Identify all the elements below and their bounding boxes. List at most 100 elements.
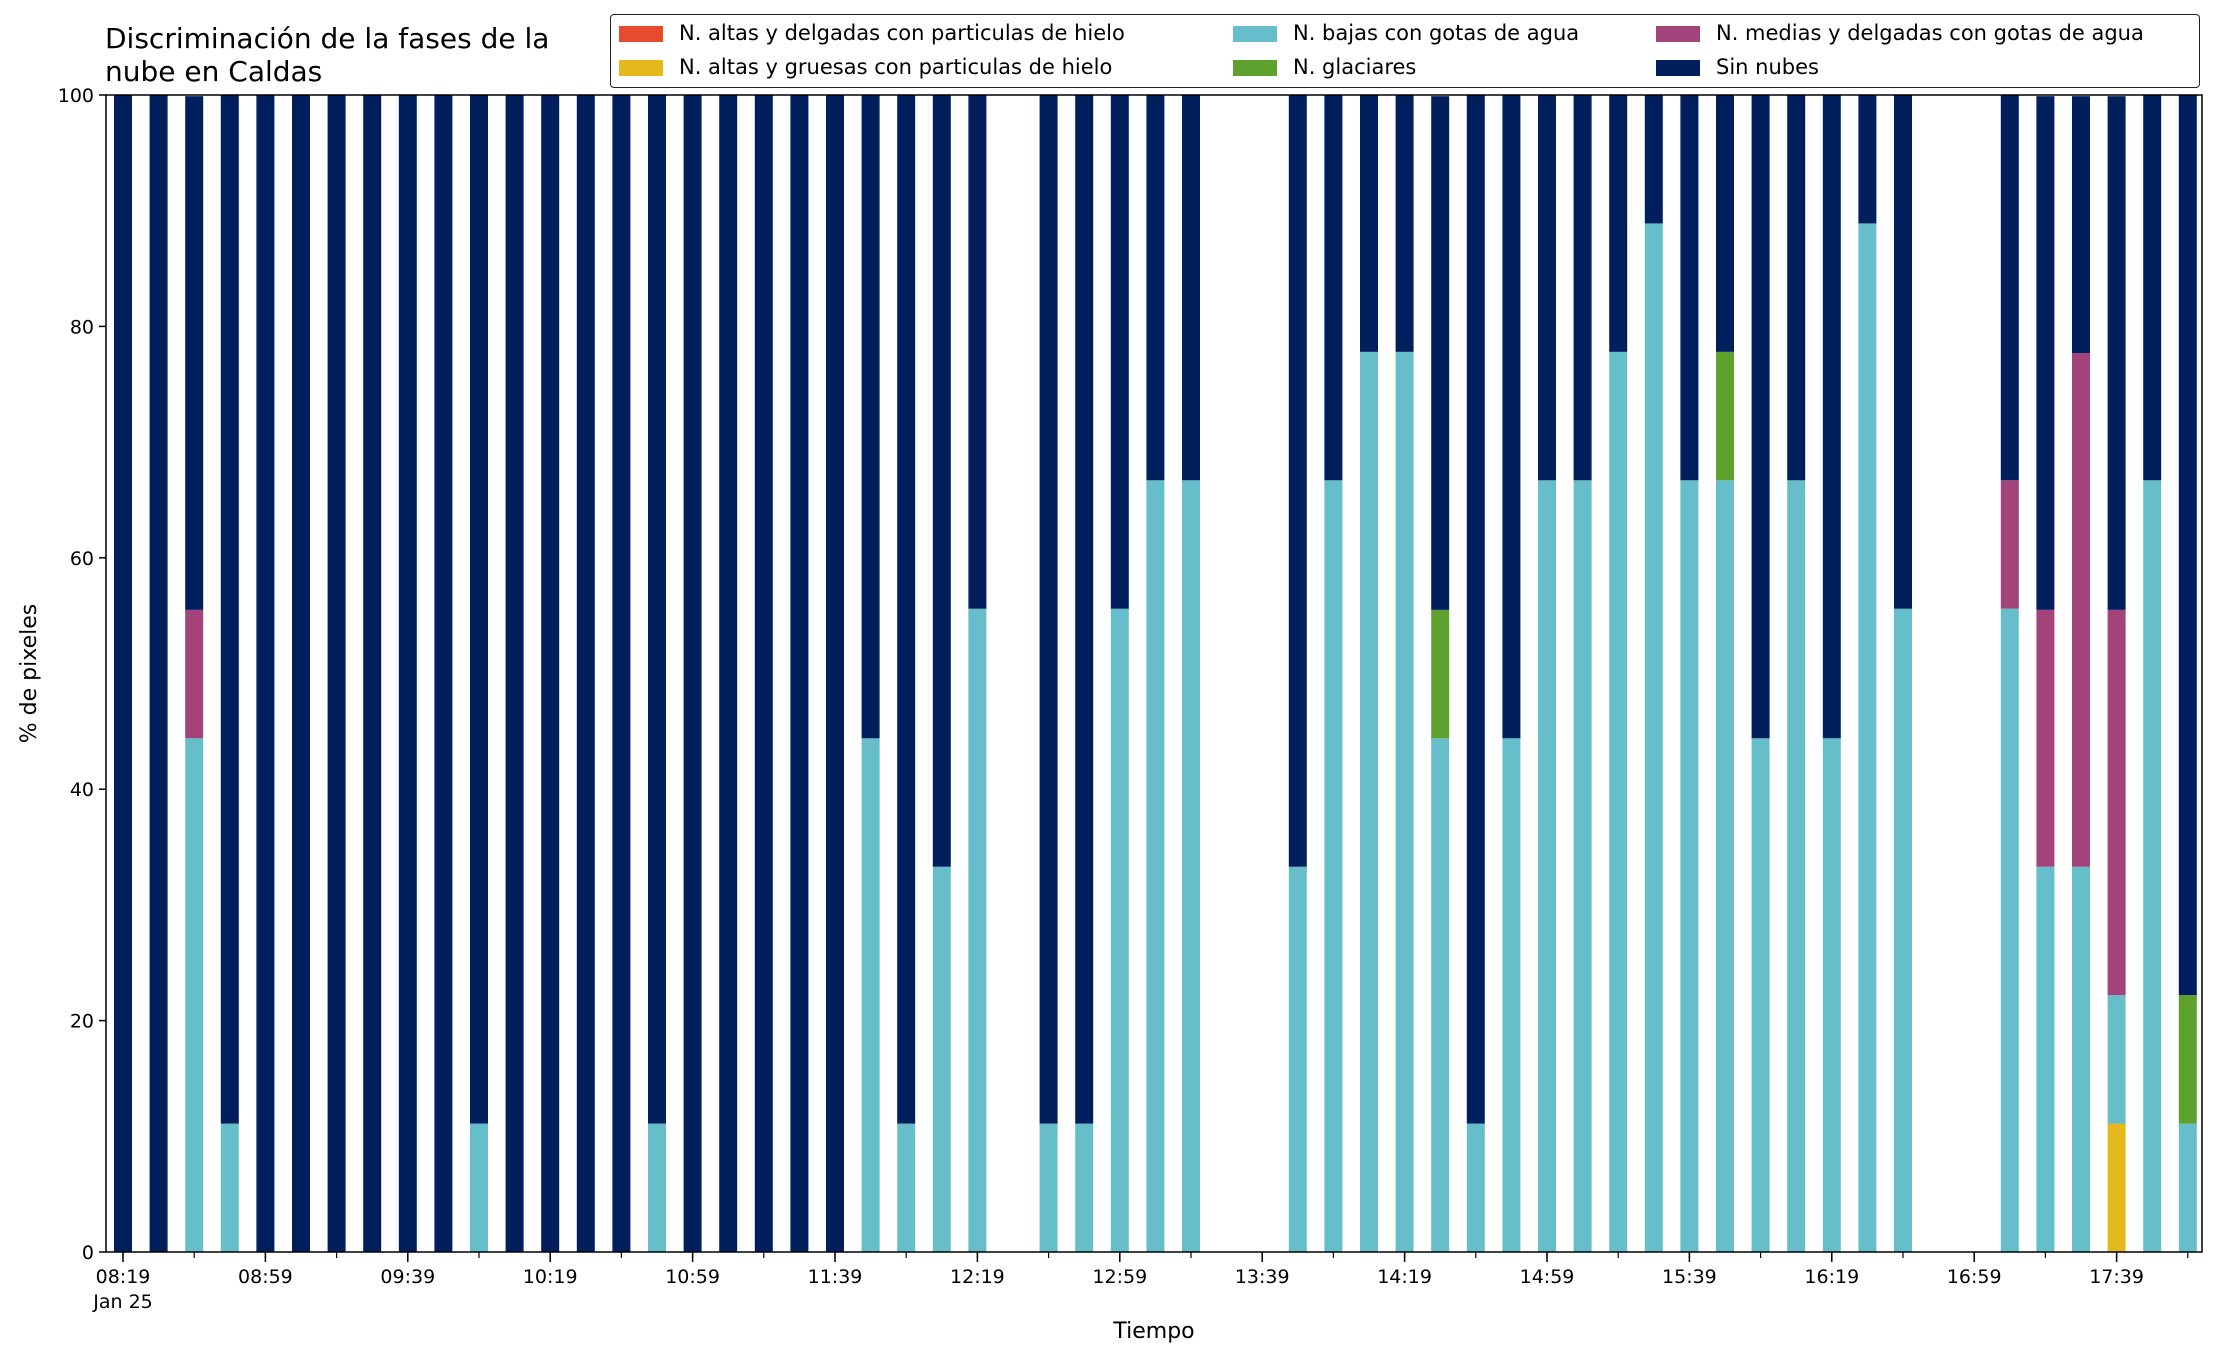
bar-segment-22-series-2 — [897, 1123, 916, 1252]
bar-segment-16-series-5 — [683, 95, 702, 1252]
bar-segment-11-series-5 — [505, 95, 524, 1252]
bar-segment-35-series-2 — [1360, 351, 1378, 1252]
legend-item-altas-delgadas: N. altas y delgadas con particulas de hi… — [619, 21, 1125, 45]
x-axis-label: Tiempo — [1112, 1319, 1194, 1344]
bar-segment-34-series-5 — [1324, 95, 1343, 481]
y-tick-label-5: 100 — [58, 85, 94, 107]
bar-segment-3-series-2 — [220, 1123, 239, 1252]
legend-swatch-altas-gruesas — [619, 60, 663, 76]
bar-segment-4-series-5 — [256, 95, 275, 1252]
y-tick-label-3: 60 — [70, 548, 94, 570]
bar-segment-48-series-5 — [1822, 95, 1841, 739]
x-tick-label-2: 09:39 — [380, 1266, 435, 1288]
bar-segment-56-series-1 — [2107, 1123, 2126, 1252]
chart-title-line-1: Discriminación de la fases de la — [105, 22, 550, 55]
bar-segment-12-series-5 — [541, 95, 560, 1252]
legend-label-altas-gruesas: N. altas y gruesas con particulas de hie… — [679, 55, 1113, 79]
bar-segment-2-series-2 — [185, 738, 204, 1252]
legend-swatch-medias — [1656, 26, 1700, 42]
x-tick-label-9: 14:19 — [1377, 1266, 1432, 1288]
bar-segment-58-series-2 — [2178, 1123, 2197, 1252]
bar-segment-53-series-2 — [2000, 608, 2019, 1252]
x-tick-label-3: 10:19 — [523, 1266, 578, 1288]
bar-segment-9-series-5 — [434, 95, 453, 1252]
bar-segment-19-series-5 — [790, 95, 809, 1252]
bar-segment-37-series-3 — [1431, 609, 1450, 739]
bar-segment-45-series-2 — [1716, 480, 1734, 1252]
legend-label-altas-delgadas: N. altas y delgadas con particulas de hi… — [679, 21, 1125, 45]
x-tick-label-12: 16:19 — [1804, 1266, 1859, 1288]
legend-item-medias: N. medias y delgadas con gotas de agua — [1656, 21, 2144, 45]
bar-segment-24-series-5 — [968, 95, 987, 609]
bar-segment-36-series-5 — [1395, 95, 1414, 352]
bar-segment-8-series-5 — [398, 95, 417, 1252]
bar-segment-30-series-5 — [1182, 95, 1200, 481]
bar-segment-35-series-5 — [1360, 95, 1378, 352]
bar-segment-23-series-5 — [932, 95, 951, 867]
chart-title: Discriminación de la fases de la nube en… — [105, 22, 549, 88]
bar-segment-47-series-5 — [1787, 95, 1806, 481]
bar-segment-40-series-5 — [1538, 95, 1556, 481]
bar-segment-53-series-4 — [2000, 480, 2019, 609]
x-tick-label-10: 14:59 — [1520, 1266, 1575, 1288]
bar-segment-49-series-5 — [1858, 95, 1877, 224]
y-axis-label: % de pixeles — [17, 604, 42, 743]
bar-segment-10-series-5 — [470, 95, 488, 1124]
chart-legend: N. altas y delgadas con particulas de hi… — [610, 14, 2200, 88]
x-tick-sublabel: Jan 25 — [92, 1291, 153, 1313]
bar-segment-43-series-2 — [1644, 223, 1663, 1252]
bar-segment-50-series-2 — [1894, 608, 1912, 1252]
plot-frame — [105, 94, 2203, 1253]
legend-item-altas-gruesas: N. altas y gruesas con particulas de hie… — [619, 55, 1112, 79]
legend-label-sin-nubes: Sin nubes — [1716, 55, 1819, 79]
bar-segment-47-series-2 — [1787, 480, 1806, 1252]
bar-segment-54-series-5 — [2036, 96, 2055, 610]
x-tick-label-4: 10:59 — [665, 1266, 720, 1288]
legend-label-bajas: N. bajas con gotas de agua — [1293, 21, 1580, 45]
bar-segment-55-series-2 — [2072, 866, 2090, 1252]
y-tick-label-0: 0 — [82, 1242, 94, 1264]
bar-segment-3-series-5 — [220, 95, 239, 1124]
bar-segment-20-series-5 — [826, 95, 844, 1252]
bar-segment-58-series-3 — [2178, 995, 2197, 1124]
bar-segment-49-series-2 — [1858, 223, 1877, 1252]
bar-segment-41-series-5 — [1573, 95, 1592, 481]
bar-segment-41-series-2 — [1573, 480, 1592, 1252]
bar-segment-46-series-2 — [1751, 738, 1770, 1252]
x-tick-label-5: 11:39 — [808, 1266, 863, 1288]
bar-segment-29-series-5 — [1146, 95, 1165, 481]
legend-label-glaciares: N. glaciares — [1293, 55, 1417, 79]
x-tick-label-1: 08:59 — [238, 1266, 293, 1288]
bar-segment-2-series-5 — [185, 96, 204, 610]
bar-segment-56-series-2 — [2107, 995, 2126, 1124]
bar-segment-42-series-5 — [1609, 95, 1628, 352]
x-tick-label-11: 15:39 — [1662, 1266, 1717, 1288]
bar-segment-30-series-2 — [1182, 480, 1200, 1252]
legend-item-glaciares: N. glaciares — [1233, 55, 1416, 79]
bar-segment-43-series-5 — [1644, 95, 1663, 224]
bar-segment-45-series-5 — [1716, 95, 1734, 352]
bar-segment-37-series-2 — [1431, 738, 1450, 1252]
bar-segment-56-series-4 — [2107, 609, 2126, 996]
bar-segment-38-series-2 — [1466, 1123, 1485, 1252]
bar-segment-57-series-2 — [2143, 480, 2162, 1252]
legend-swatch-sin-nubes — [1656, 60, 1700, 76]
bar-segment-55-series-5 — [2072, 96, 2090, 354]
bar-segment-27-series-5 — [1075, 95, 1094, 1124]
bar-segment-21-series-5 — [861, 95, 880, 739]
bar-segment-38-series-5 — [1466, 95, 1485, 1124]
bar-segment-6-series-5 — [327, 95, 346, 1252]
bar-segment-1-series-5 — [149, 95, 168, 1252]
bar-segment-28-series-5 — [1110, 95, 1129, 609]
y-tick-label-4: 80 — [70, 316, 94, 338]
bar-segment-44-series-5 — [1680, 95, 1699, 481]
bar-segment-50-series-5 — [1894, 95, 1912, 609]
x-tick-label-8: 13:39 — [1235, 1266, 1290, 1288]
bar-segment-34-series-2 — [1324, 480, 1343, 1252]
bar-segment-54-series-4 — [2036, 609, 2055, 867]
bar-segment-45-series-3 — [1716, 351, 1734, 481]
bar-segment-44-series-2 — [1680, 480, 1699, 1252]
x-tick-label-14: 17:39 — [2089, 1266, 2144, 1288]
bar-segment-7-series-5 — [363, 95, 382, 1252]
y-tick-label-1: 20 — [70, 1011, 94, 1033]
